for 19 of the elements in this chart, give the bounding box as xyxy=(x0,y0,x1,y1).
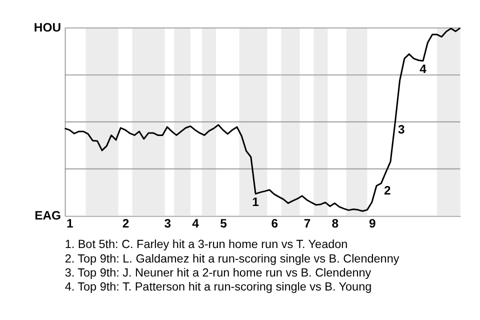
annotation: 2 xyxy=(384,184,391,198)
x-tick-label: 6 xyxy=(271,216,278,231)
annotation: 1 xyxy=(252,195,260,210)
x-tick-label: 7 xyxy=(304,216,311,231)
text: 2. Top 9th: L. Galdamez hit a run-scoring single vs B. Clendenny xyxy=(64,252,400,266)
text: 1. Bot 5th: C. Farley hit a 3-run home run vs T. Yeadon xyxy=(64,238,348,252)
text: 4. Top 9th: T. Patterson hit a run-scoring single vs B. Young xyxy=(64,280,372,294)
annotation: 3 xyxy=(398,122,405,137)
x-tick-label: 5 xyxy=(220,216,228,231)
text: EAG xyxy=(34,208,62,223)
text: 3. Top 9th: J. Neuner hit a 2-run home run vs B. Clendenny xyxy=(64,266,372,280)
x-tick-label: 9 xyxy=(368,216,376,231)
x-tick-label: 1 xyxy=(66,216,74,231)
annotation: 4 xyxy=(420,62,427,76)
text: HOU xyxy=(34,20,62,35)
x-tick-label: 3 xyxy=(164,216,172,231)
x-tick-label: 4 xyxy=(192,216,200,231)
x-tick-label: 2 xyxy=(122,216,130,231)
x-tick-label: 8 xyxy=(332,216,339,231)
